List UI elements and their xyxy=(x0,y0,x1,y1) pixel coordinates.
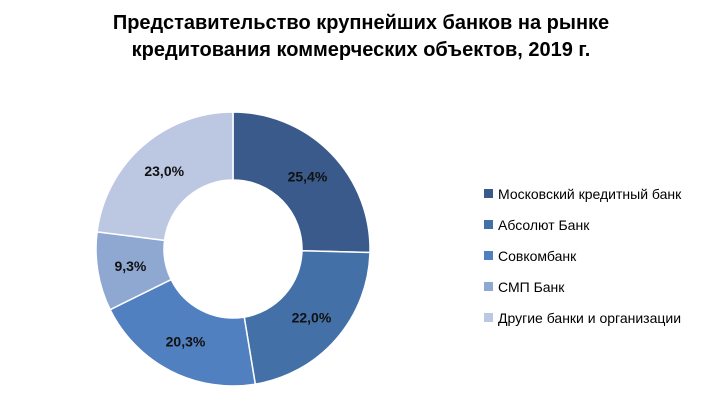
legend-item-3: Совкомбанк xyxy=(484,240,681,271)
legend-label: СМП Банк xyxy=(498,278,565,295)
slice-label-5: 23,0% xyxy=(144,163,184,179)
legend-label: Другие банки и организации xyxy=(498,309,682,326)
legend: Московский кредитный банк Абсолют Банк Сов… xyxy=(484,178,681,333)
slice-3 xyxy=(109,278,257,387)
legend-swatch xyxy=(484,189,493,198)
chart-title: Представительство крупнейших банков на р… xyxy=(0,10,722,64)
legend-swatch xyxy=(484,313,493,322)
legend-label: Абсолют Банк xyxy=(498,216,590,233)
slice-label-3: 20,3% xyxy=(166,334,206,350)
slice-2 xyxy=(243,249,371,386)
legend-swatch xyxy=(484,251,493,260)
legend-item-4: СМП Банк xyxy=(484,271,681,302)
slice-labels: 25,4% 22,0% 20,3% 9,3% 23,0% xyxy=(114,163,331,350)
legend-item-1: Московский кредитный банк xyxy=(484,178,681,209)
chart-title-line-1: Представительство крупнейших банков на р… xyxy=(112,12,610,34)
legend-label: Московский кредитный банк xyxy=(498,185,682,202)
slice-1 xyxy=(232,111,371,254)
slice-label-2: 22,0% xyxy=(292,309,332,325)
donut-slices xyxy=(95,111,371,387)
legend-item-2: Абсолют Банк xyxy=(484,209,681,240)
legend-swatch xyxy=(484,220,493,229)
slice-label-1: 25,4% xyxy=(288,168,328,184)
slice-label-4: 9,3% xyxy=(114,258,146,274)
chart-title-line-2: кредитования коммерческих объектов, 2019… xyxy=(131,39,591,61)
legend-item-5: Другие банки и организации xyxy=(484,302,681,333)
legend-label: Совкомбанк xyxy=(498,247,577,264)
legend-swatch xyxy=(484,282,493,291)
slice-5 xyxy=(96,111,234,242)
